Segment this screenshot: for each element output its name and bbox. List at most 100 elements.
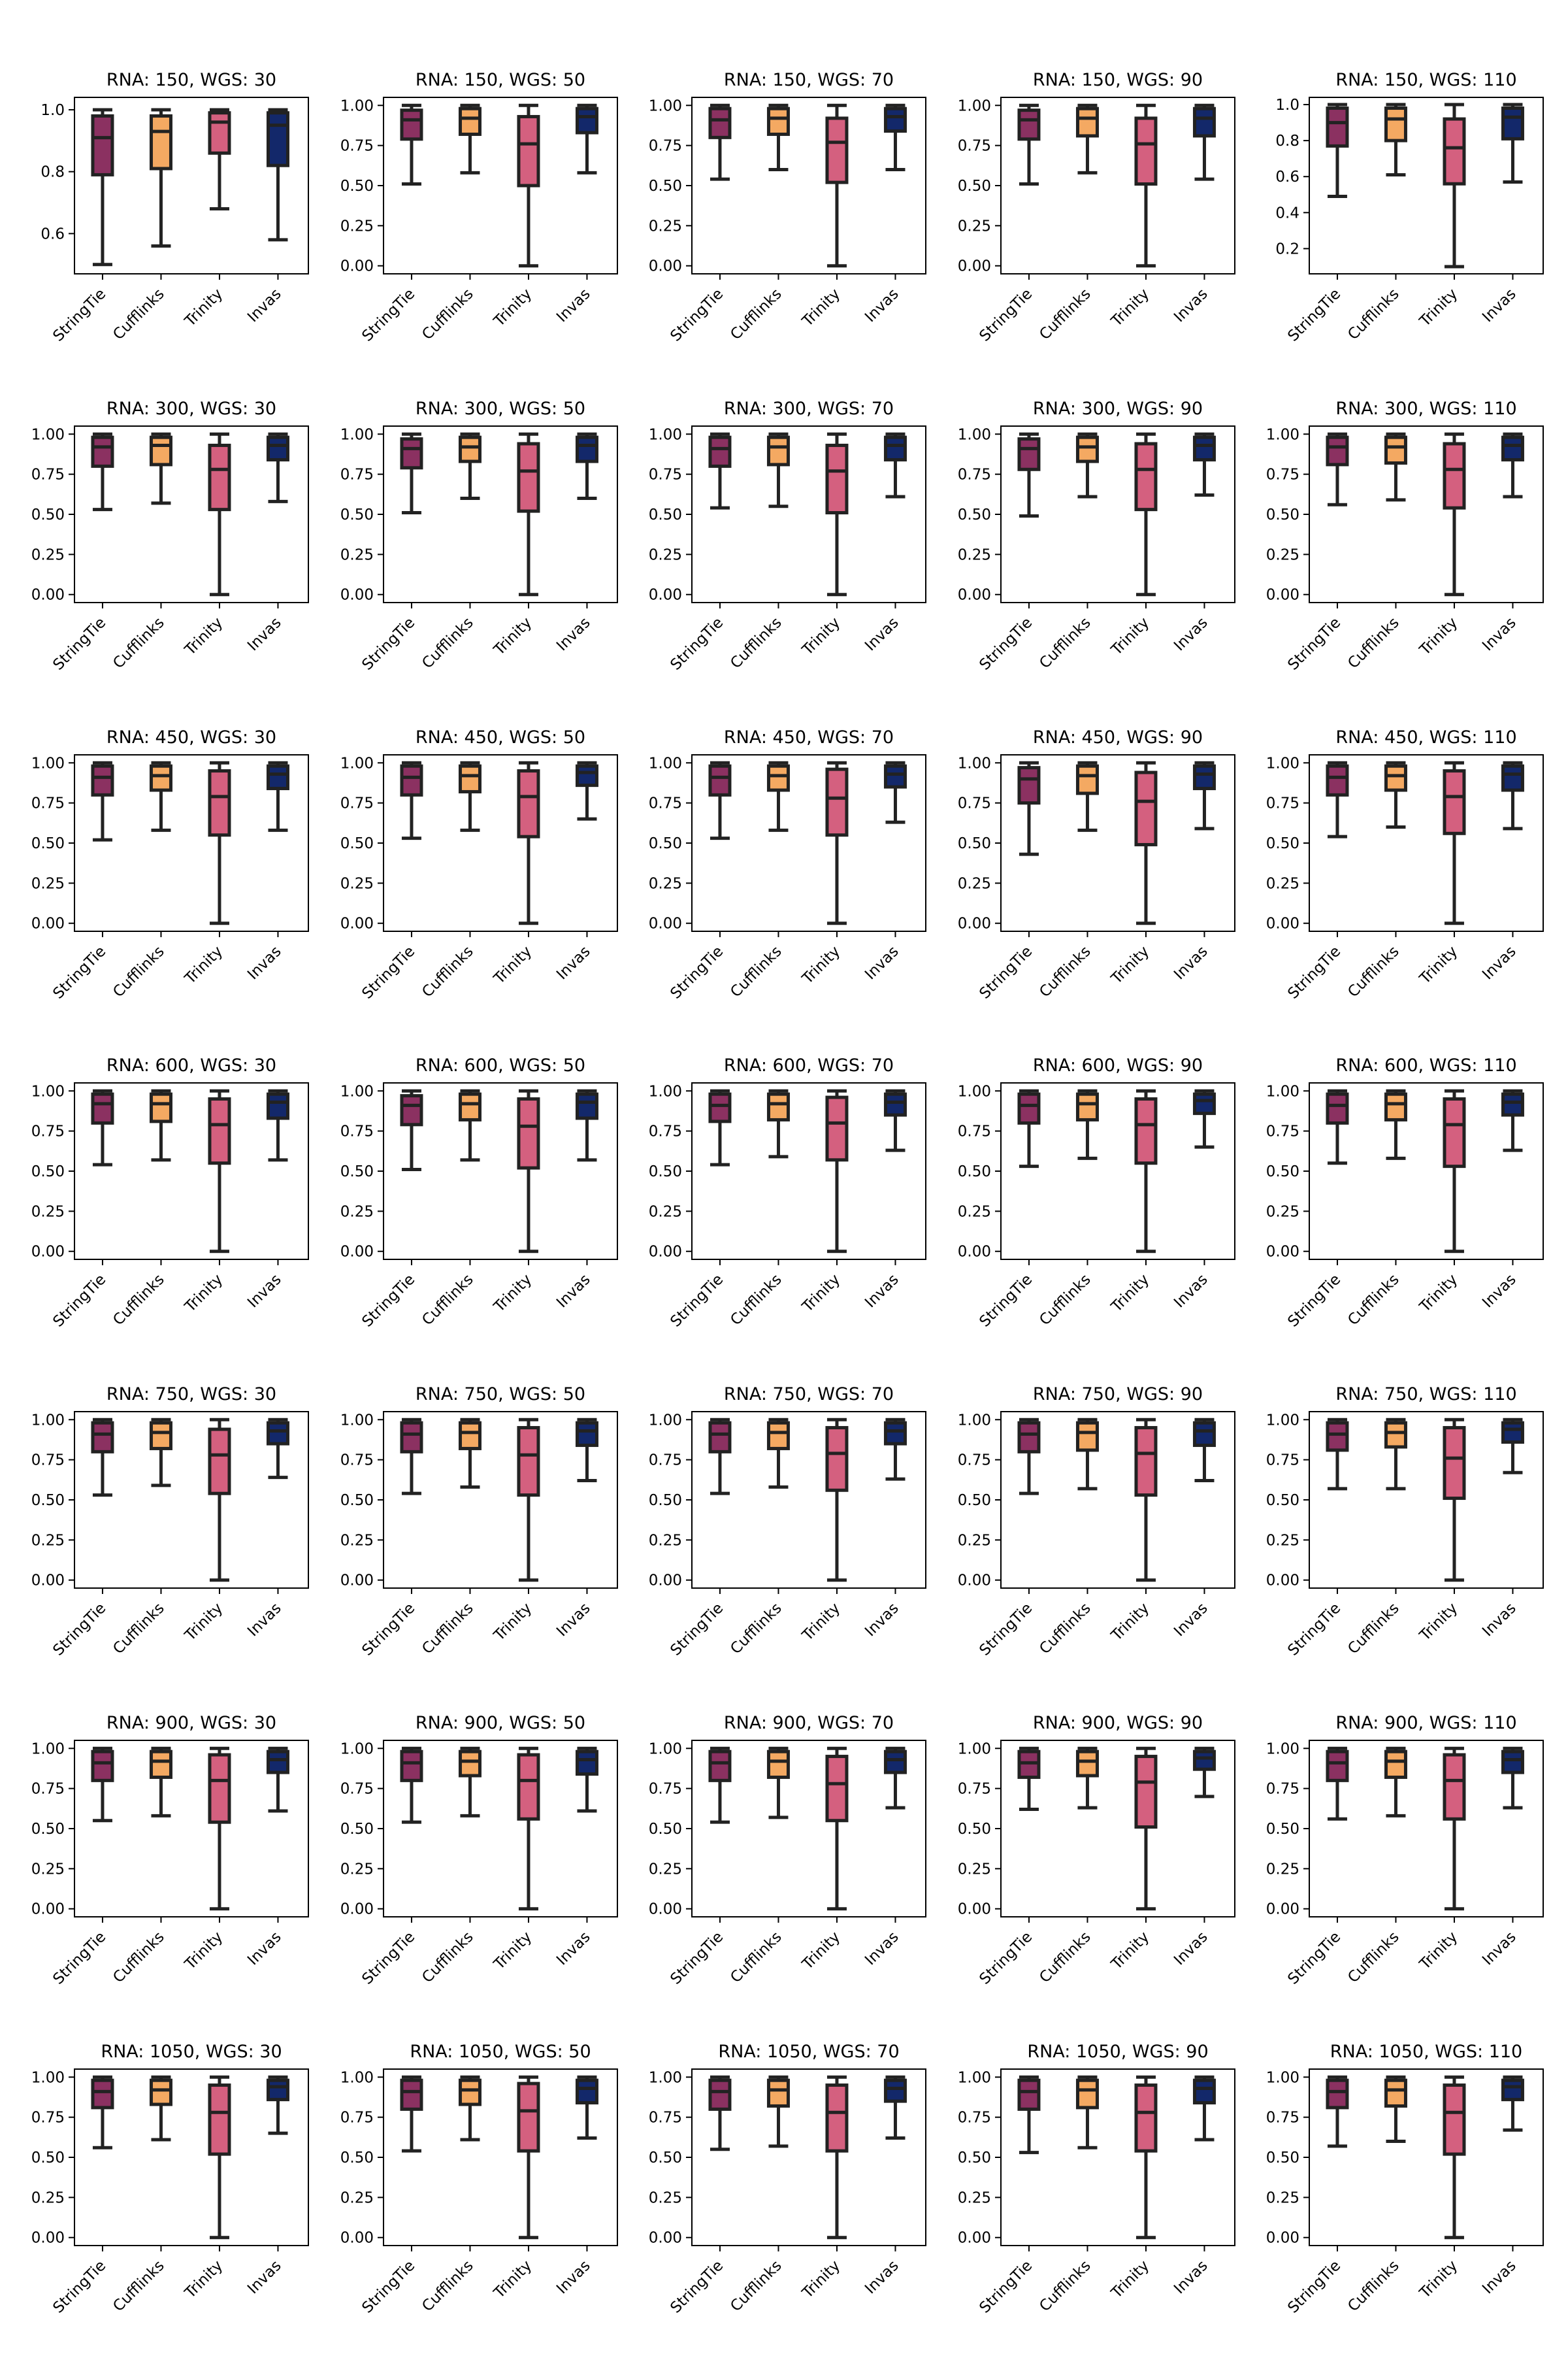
y-tick-label: 1.00 bbox=[958, 97, 991, 114]
box-cufflinks bbox=[149, 1418, 172, 1487]
y-tick-label: 0.50 bbox=[649, 506, 682, 523]
box-iqr bbox=[1443, 442, 1466, 510]
axes-frame bbox=[383, 1411, 618, 1589]
x-tick-label: Invas bbox=[1171, 943, 1211, 984]
y-tick-label: 0.00 bbox=[340, 916, 374, 933]
y-tick-label: 0.00 bbox=[958, 1901, 991, 1918]
y-tick-label: 0.50 bbox=[649, 835, 682, 852]
x-tick-label: StringTie bbox=[667, 943, 727, 1003]
y-tick-label: 0.25 bbox=[1266, 546, 1299, 563]
box-cufflinks bbox=[458, 2075, 482, 2142]
y-tick-label: 1.00 bbox=[958, 1083, 991, 1100]
box-iqr bbox=[575, 1092, 598, 1120]
box-iqr bbox=[708, 435, 732, 468]
box-stringtie bbox=[400, 1418, 423, 1495]
y-tick-label: 0.00 bbox=[649, 587, 682, 604]
x-tick-label: Cufflinks bbox=[110, 2257, 167, 2315]
x-tick-label: StringTie bbox=[50, 1600, 109, 1659]
box-iqr bbox=[1501, 1421, 1524, 1444]
x-tick-label: Trinity bbox=[491, 943, 536, 988]
y-tick-label: 0.25 bbox=[649, 1861, 682, 1878]
x-tick-label: Invas bbox=[862, 1600, 902, 1640]
box-iqr bbox=[1134, 116, 1158, 186]
x-tick-label: Invas bbox=[244, 286, 285, 326]
x-tick-label: Cufflinks bbox=[1345, 2257, 1402, 2315]
y-tick-label: 1.00 bbox=[1266, 755, 1299, 772]
y-tick-label: 0.50 bbox=[1266, 506, 1299, 523]
box-cufflinks bbox=[1075, 1089, 1099, 1160]
x-tick-label: Cufflinks bbox=[1345, 1600, 1402, 1657]
x-tick-label: Cufflinks bbox=[1345, 1271, 1402, 1329]
x-tick-label: Trinity bbox=[1416, 1271, 1462, 1316]
y-tick-label: 0.00 bbox=[340, 587, 374, 604]
box-trinity bbox=[208, 1418, 231, 1582]
box-iqr bbox=[517, 769, 540, 838]
x-tick-label: Invas bbox=[1171, 2257, 1211, 2298]
y-tick-label: 0.25 bbox=[649, 218, 682, 235]
subplot-title: RNA: 150, WGS: 70 bbox=[724, 70, 894, 90]
subplot: RNA: 1050, WGS: 90 0.00 0.25 0.50 0.75 1.00 St… bbox=[958, 2042, 1235, 2317]
y-tick-label: 0.00 bbox=[1266, 1244, 1299, 1261]
x-tick-label: Trinity bbox=[1108, 614, 1153, 659]
box-cufflinks bbox=[458, 761, 482, 832]
subplot-title: RNA: 1050, WGS: 70 bbox=[718, 2042, 899, 2062]
box-cufflinks bbox=[766, 103, 790, 171]
x-tick-label: Trinity bbox=[491, 2257, 536, 2302]
box-iqr bbox=[1501, 764, 1524, 792]
box-invas bbox=[266, 1418, 289, 1480]
subplot-title: RNA: 900, WGS: 70 bbox=[724, 1713, 894, 1733]
y-tick-label: 0.25 bbox=[31, 1861, 65, 1878]
x-tick-label: Cufflinks bbox=[727, 943, 785, 1001]
subplot-title: RNA: 1050, WGS: 30 bbox=[101, 2042, 282, 2062]
box-invas bbox=[1192, 1089, 1216, 1149]
x-tick-label: Cufflinks bbox=[727, 286, 785, 343]
y-tick-label: 0.00 bbox=[31, 587, 65, 604]
axes-frame bbox=[1000, 1740, 1235, 1917]
y-tick-label: 0.00 bbox=[649, 1244, 682, 1261]
x-tick-label: Invas bbox=[862, 943, 902, 984]
x-tick-label: Invas bbox=[862, 614, 902, 655]
x-tick-label: StringTie bbox=[359, 1929, 418, 1988]
box-trinity bbox=[517, 761, 540, 925]
x-tick-label: Trinity bbox=[182, 1600, 227, 1645]
box-iqr bbox=[208, 443, 231, 512]
y-tick-label: 1.00 bbox=[649, 426, 682, 443]
box-iqr bbox=[766, 764, 790, 792]
box-cufflinks bbox=[458, 1746, 482, 1817]
x-tick-label: Invas bbox=[862, 1929, 902, 1969]
x-tick-label: StringTie bbox=[50, 943, 109, 1003]
x-tick-label: Invas bbox=[1479, 943, 1520, 984]
x-tick-label: Invas bbox=[553, 286, 594, 326]
subplot: RNA: 600, WGS: 30 0.00 0.25 0.50 0.75 1.00 Str… bbox=[31, 1055, 309, 1331]
axes-frame bbox=[383, 1082, 618, 1260]
y-tick-label: 1.00 bbox=[340, 426, 374, 443]
x-tick-label: StringTie bbox=[1284, 614, 1344, 674]
box-iqr bbox=[1326, 1092, 1349, 1125]
axes-frame bbox=[383, 2068, 618, 2246]
y-tick-label: 0.25 bbox=[958, 875, 991, 892]
box-invas bbox=[266, 1089, 289, 1162]
box-invas bbox=[575, 1089, 598, 1162]
box-cufflinks bbox=[1384, 432, 1407, 502]
box-iqr bbox=[400, 2078, 423, 2111]
box-trinity bbox=[825, 1746, 849, 1911]
box-trinity bbox=[208, 761, 231, 925]
box-trinity bbox=[517, 1746, 540, 1911]
box-cufflinks bbox=[458, 103, 482, 174]
box-trinity bbox=[1443, 2075, 1466, 2240]
axes-frame bbox=[1309, 754, 1544, 932]
x-tick-label: Invas bbox=[1479, 614, 1520, 655]
box-iqr bbox=[1384, 2078, 1407, 2108]
x-tick-label: Cufflinks bbox=[1036, 943, 1094, 1001]
x-tick-label: Cufflinks bbox=[419, 286, 476, 343]
y-tick-label: 1.00 bbox=[340, 97, 374, 114]
subplot-title: RNA: 300, WGS: 30 bbox=[106, 399, 276, 419]
box-invas bbox=[883, 761, 907, 824]
y-tick-label: 0.00 bbox=[340, 258, 374, 275]
box-stringtie bbox=[1326, 103, 1349, 199]
box-iqr bbox=[575, 107, 598, 135]
y-tick-label: 0.75 bbox=[649, 138, 682, 155]
box-invas bbox=[1501, 1089, 1524, 1152]
box-iqr bbox=[1384, 107, 1407, 142]
